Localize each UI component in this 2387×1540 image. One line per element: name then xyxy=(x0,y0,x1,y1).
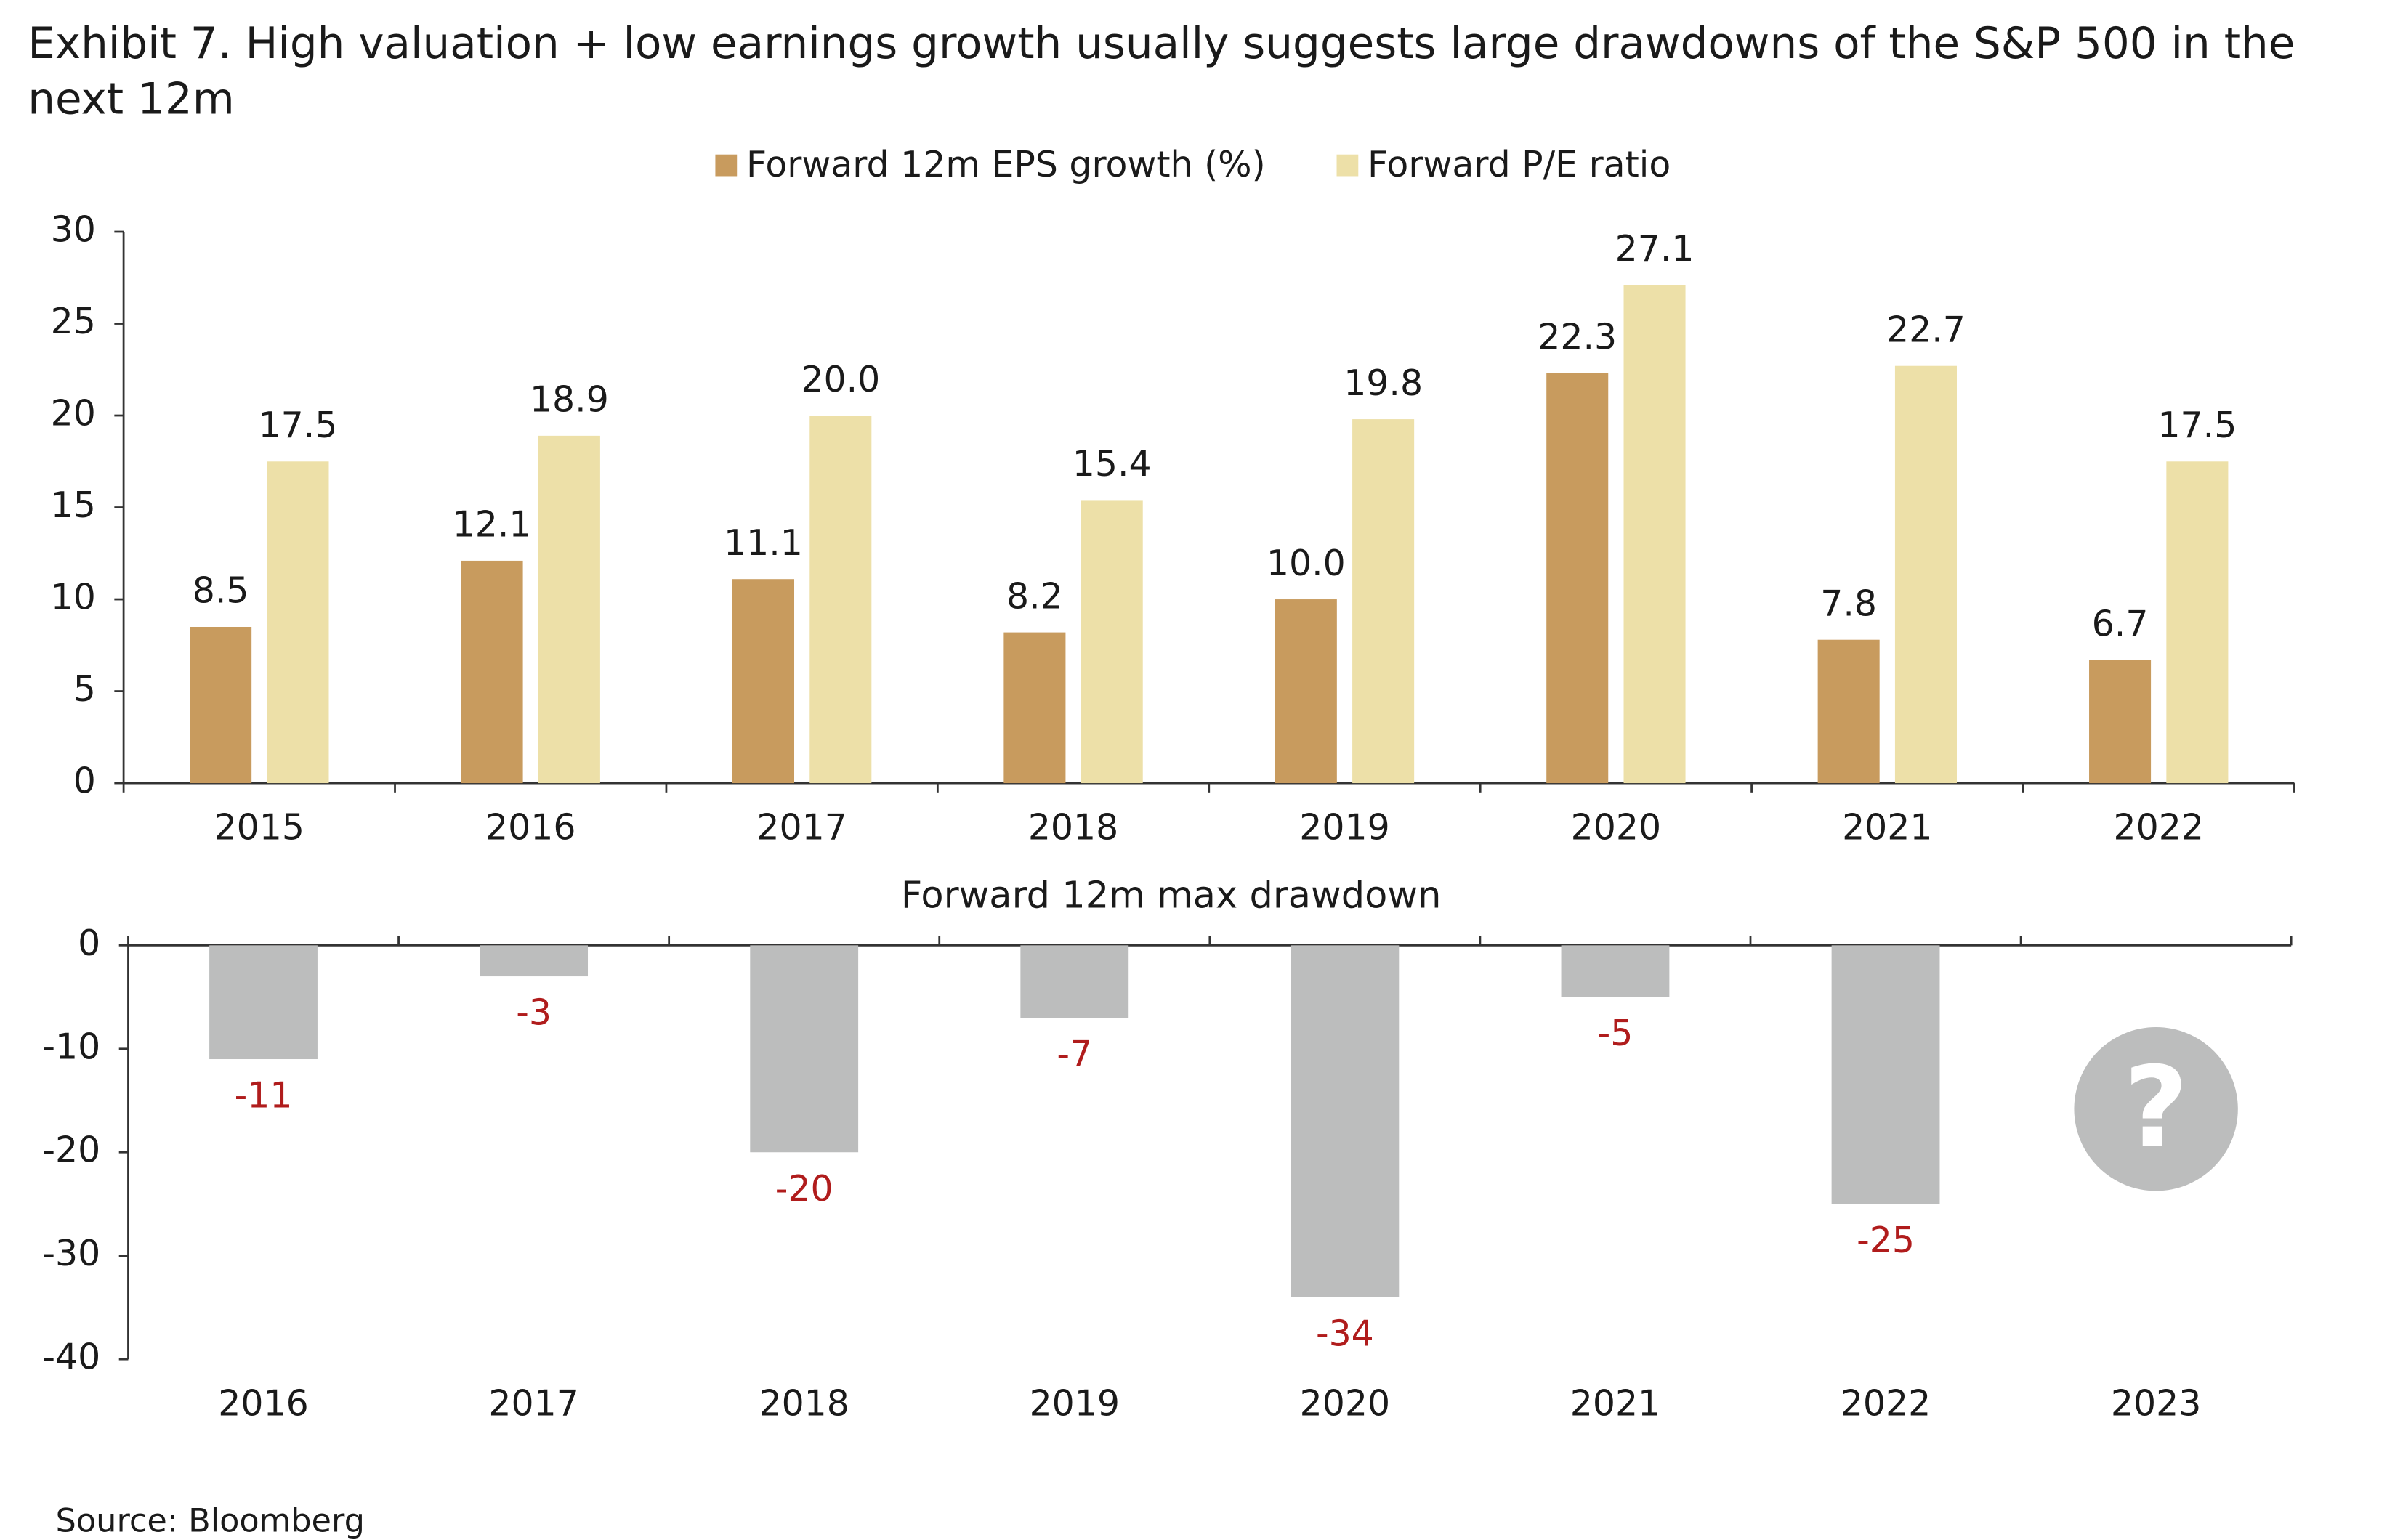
bar xyxy=(1081,500,1143,784)
bar xyxy=(809,416,872,784)
x-tick-label: 2019 xyxy=(1030,1382,1120,1424)
value-label: 8.5 xyxy=(193,570,249,612)
y-tick-label: -20 xyxy=(42,1130,100,1171)
bar xyxy=(1003,632,1066,784)
x-tick-label: 2017 xyxy=(488,1382,578,1424)
value-label: -11 xyxy=(235,1075,293,1116)
value-label: 19.8 xyxy=(1344,362,1423,404)
x-tick-label: 2016 xyxy=(485,806,575,848)
x-tick-label: 2019 xyxy=(1299,806,1389,848)
value-label: 8.2 xyxy=(1006,575,1063,617)
x-tick-label: 2020 xyxy=(1571,806,1661,848)
value-label: 17.5 xyxy=(2157,405,2237,446)
value-label: 20.0 xyxy=(801,359,880,400)
x-tick-label: 2022 xyxy=(1841,1382,1931,1424)
bar xyxy=(2166,461,2229,784)
bar xyxy=(2089,660,2152,784)
legend-label: Forward 12m EPS growth (%) xyxy=(746,144,1266,185)
bar xyxy=(1352,419,1415,784)
value-label: 22.7 xyxy=(1886,309,1966,350)
x-tick-label: 2021 xyxy=(1842,806,1932,848)
bar xyxy=(1561,945,1670,997)
bar xyxy=(1831,945,1940,1204)
value-label: 12.1 xyxy=(453,504,532,546)
legend-swatch xyxy=(1336,154,1359,177)
value-label: 11.1 xyxy=(724,522,803,564)
y-tick-label: -40 xyxy=(42,1337,100,1378)
y-tick-label: 0 xyxy=(73,761,96,802)
title-line-1: Exhibit 7. High valuation + low earnings… xyxy=(28,19,2295,125)
bar xyxy=(1020,945,1129,1018)
value-label: -3 xyxy=(516,992,552,1034)
value-label: -25 xyxy=(1857,1220,1915,1261)
x-tick-label: 2020 xyxy=(1300,1382,1390,1424)
value-label: 17.5 xyxy=(259,405,338,446)
legend-swatch xyxy=(715,154,738,177)
value-label: 7.8 xyxy=(1820,583,1877,624)
bar xyxy=(190,627,252,784)
y-tick-label: -10 xyxy=(42,1026,100,1067)
bar xyxy=(480,945,589,977)
x-tick-label: 2016 xyxy=(218,1382,308,1424)
chart-subtitle: Forward 12m max drawdown xyxy=(901,874,1442,917)
value-label: 18.9 xyxy=(530,379,609,421)
question-circle xyxy=(2074,1027,2238,1191)
y-tick-label: 25 xyxy=(51,301,96,342)
bar xyxy=(1546,373,1609,784)
value-label: -7 xyxy=(1057,1034,1092,1075)
x-tick-label: 2023 xyxy=(2111,1382,2201,1424)
value-label: 27.1 xyxy=(1615,228,1695,270)
value-label: -5 xyxy=(1598,1013,1633,1054)
x-tick-label: 2021 xyxy=(1570,1382,1660,1424)
value-label: 10.0 xyxy=(1267,543,1346,584)
value-label: -34 xyxy=(1316,1313,1374,1354)
bar xyxy=(538,435,600,784)
x-tick-label: 2017 xyxy=(756,806,847,848)
bar xyxy=(1894,365,1957,784)
bar xyxy=(732,579,795,784)
y-tick-label: 30 xyxy=(51,209,96,251)
source: Source: Bloomberg xyxy=(56,1502,365,1540)
bar xyxy=(1623,285,1686,784)
y-tick-label: 10 xyxy=(51,577,96,618)
value-label: 22.3 xyxy=(1538,317,1617,358)
y-tick-label: 0 xyxy=(78,923,100,964)
x-tick-label: 2015 xyxy=(214,806,304,848)
bar xyxy=(1275,599,1337,784)
bar xyxy=(267,461,329,784)
legend-label: Forward P/E ratio xyxy=(1368,144,1671,185)
bar xyxy=(1291,945,1400,1297)
value-label: 6.7 xyxy=(2092,603,2149,644)
bar xyxy=(461,560,523,784)
bar xyxy=(209,945,318,1060)
x-tick-label: 2018 xyxy=(759,1382,849,1424)
y-tick-label: 15 xyxy=(51,485,96,526)
value-label: 15.4 xyxy=(1073,443,1152,485)
x-tick-label: 2018 xyxy=(1028,806,1118,848)
annotation: ? xyxy=(2124,1043,2189,1172)
y-tick-label: 5 xyxy=(73,668,96,710)
bar xyxy=(1817,639,1880,784)
y-tick-label: 20 xyxy=(51,393,96,434)
x-tick-label: 2022 xyxy=(2114,806,2204,848)
value-label: -20 xyxy=(775,1168,833,1209)
y-tick-label: -30 xyxy=(42,1233,100,1274)
bar xyxy=(750,945,859,1153)
